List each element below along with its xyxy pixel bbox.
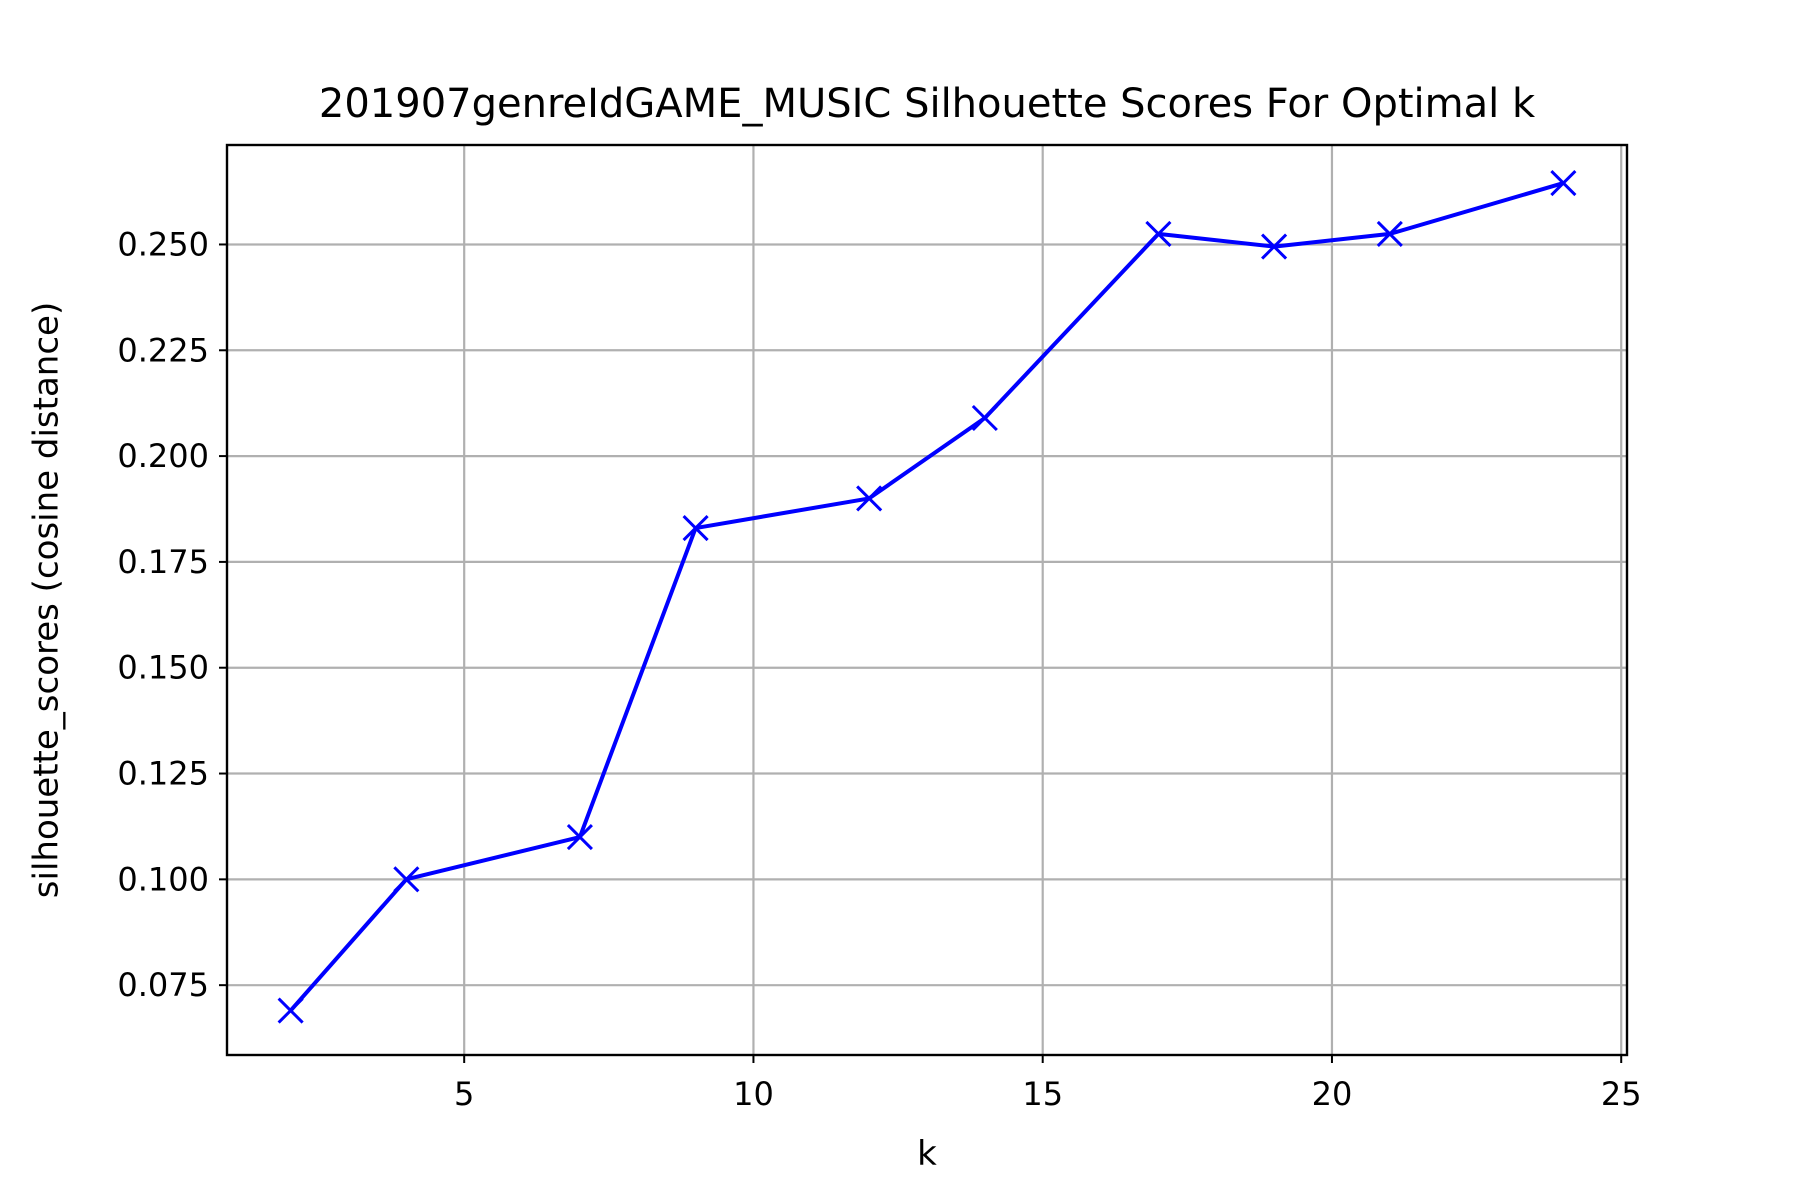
y-tick-label: 0.250 bbox=[117, 225, 209, 263]
data-point-marker bbox=[393, 866, 420, 893]
data-point-marker bbox=[1261, 233, 1288, 260]
data-point-marker bbox=[566, 823, 593, 851]
data-point-marker bbox=[682, 514, 709, 542]
y-tick-label: 0.175 bbox=[117, 543, 209, 581]
y-tick-label: 0.075 bbox=[117, 966, 209, 1004]
x-tick-label: 10 bbox=[733, 1075, 774, 1113]
y-axis-label: silhouette_scores (cosine distance) bbox=[27, 302, 67, 898]
y-tick-label: 0.100 bbox=[117, 860, 209, 898]
x-tick-label: 25 bbox=[1601, 1075, 1642, 1113]
series-line bbox=[289, 181, 1564, 1012]
data-point-marker bbox=[1145, 220, 1172, 247]
x-tick-label: 15 bbox=[1022, 1075, 1063, 1113]
x-axis-label: k bbox=[917, 1134, 937, 1174]
y-tick-label: 0.125 bbox=[117, 755, 209, 793]
x-axis: 5 10 15 20 25 bbox=[454, 1055, 1642, 1113]
data-point-marker bbox=[971, 404, 998, 432]
data-point-marker bbox=[856, 485, 883, 512]
y-tick-label: 0.200 bbox=[117, 437, 209, 475]
chart-title: 201907genreIdGAME_MUSIC Silhouette Score… bbox=[319, 81, 1536, 127]
data-point-marker bbox=[1376, 220, 1403, 247]
x-tick-label: 20 bbox=[1312, 1075, 1353, 1113]
y-tick-label: 0.150 bbox=[117, 649, 209, 687]
y-tick-label: 0.225 bbox=[117, 331, 209, 369]
plot-frame bbox=[225, 143, 1629, 1057]
x-tick-label: 5 bbox=[454, 1075, 474, 1113]
y-axis: 0.075 0.100 0.125 0.150 0.175 0.200 0.225 0.250 bbox=[117, 225, 227, 1004]
data-point-marker bbox=[1550, 170, 1577, 197]
data-point-marker bbox=[277, 997, 304, 1024]
grid bbox=[227, 145, 1627, 1055]
series-layer bbox=[277, 170, 1577, 1024]
